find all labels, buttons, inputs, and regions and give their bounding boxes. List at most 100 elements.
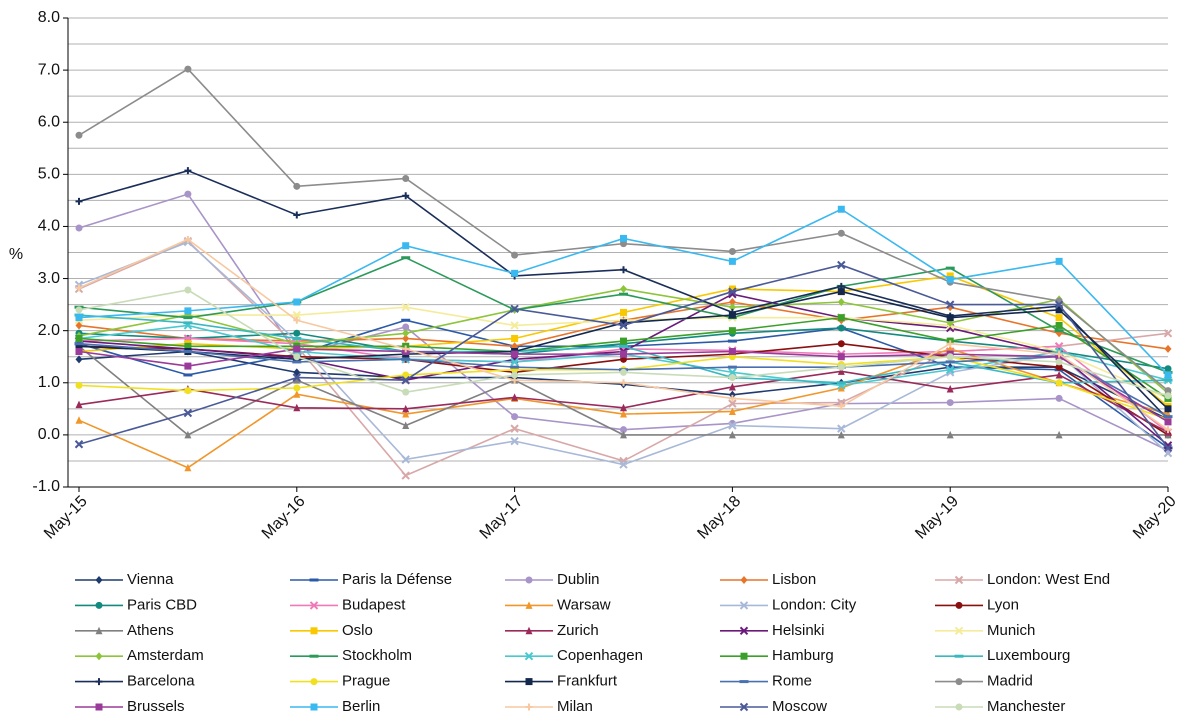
marker: [740, 652, 748, 660]
marker: [293, 353, 301, 361]
marker: [510, 321, 519, 330]
marker: [620, 430, 627, 439]
legend-item: Athens: [75, 622, 174, 639]
marker: [1055, 430, 1063, 439]
legend-label: Manchester: [987, 698, 1065, 715]
y-axis-label: %: [9, 246, 23, 263]
marker: [402, 175, 410, 183]
legend-label: Lisbon: [772, 571, 816, 588]
marker: [184, 387, 192, 395]
marker: [1164, 426, 1172, 434]
marker: [184, 463, 192, 472]
legend-label: Lyon: [987, 596, 1019, 613]
marker: [728, 303, 736, 312]
marker: [1055, 370, 1063, 379]
legend-label: Rome: [772, 673, 812, 690]
marker: [293, 298, 301, 306]
marker: [75, 224, 83, 232]
marker: [946, 430, 954, 439]
marker: [75, 416, 83, 424]
x-tick-label: May-19: [912, 493, 962, 543]
marker: [293, 345, 301, 353]
marker: [511, 393, 519, 401]
legend-item: Brussels: [75, 698, 185, 715]
legend-item: Warsaw: [505, 596, 611, 613]
marker: [620, 403, 627, 412]
marker: [1055, 358, 1063, 366]
marker: [95, 678, 103, 686]
marker: [728, 298, 736, 307]
marker: [837, 324, 845, 332]
marker: [728, 368, 737, 377]
marker: [293, 384, 301, 392]
legend-item: Stockholm: [290, 647, 412, 664]
marker: [619, 321, 628, 330]
marker: [525, 678, 533, 686]
legend-item: Dublin: [505, 571, 600, 588]
marker: [955, 601, 963, 609]
marker: [1055, 314, 1063, 322]
legend-item: Berlin: [290, 698, 380, 715]
marker: [402, 345, 410, 353]
marker: [837, 430, 845, 439]
y-tick-label: -1.0: [32, 478, 60, 495]
y-tick-label: 1.0: [38, 374, 60, 391]
marker: [75, 400, 83, 409]
legend-label: Dublin: [557, 571, 600, 588]
x-tick-label: May-18: [694, 493, 744, 543]
marker: [183, 408, 193, 418]
marker: [837, 383, 845, 392]
marker: [402, 323, 410, 331]
marker: [739, 626, 749, 636]
marker: [525, 703, 533, 711]
marker: [293, 211, 301, 219]
marker: [510, 424, 519, 433]
marker: [95, 576, 103, 584]
marker: [945, 365, 955, 374]
marker: [293, 316, 301, 324]
marker: [184, 286, 192, 294]
marker: [1055, 257, 1063, 265]
legend-item: Lisbon: [720, 571, 816, 588]
marker: [184, 342, 192, 350]
marker: [75, 314, 83, 322]
marker: [75, 342, 83, 350]
marker: [75, 197, 83, 205]
marker: [510, 357, 519, 367]
marker: [293, 376, 301, 384]
marker: [837, 363, 845, 371]
legend-label: Frankfurt: [557, 673, 618, 690]
legend-item: Paris la Défense: [290, 571, 452, 588]
marker: [511, 350, 519, 358]
marker: [620, 266, 627, 274]
marker: [620, 426, 627, 434]
marker: [1055, 306, 1063, 314]
marker: [75, 381, 83, 389]
legend-label: Vienna: [127, 571, 174, 588]
marker: [954, 626, 964, 636]
marker: [402, 410, 410, 418]
legend-item: Amsterdam: [75, 647, 204, 664]
marker: [401, 375, 410, 385]
marker: [310, 703, 318, 711]
marker: [310, 627, 318, 635]
legend-label: Budapest: [342, 596, 406, 613]
legend-label: Helsinki: [772, 622, 825, 639]
legend-item: Vienna: [75, 571, 174, 588]
legend-item: Lyon: [935, 596, 1019, 613]
marker: [184, 190, 192, 198]
marker: [511, 413, 519, 421]
marker: [837, 229, 845, 237]
legend-label: Amsterdam: [127, 647, 204, 664]
marker: [95, 626, 103, 635]
marker: [511, 251, 519, 259]
marker: [946, 276, 954, 284]
marker: [946, 385, 954, 393]
marker: [310, 678, 318, 686]
legend-item: Moscow: [720, 698, 827, 715]
marker: [1164, 371, 1172, 379]
legend-label: Moscow: [772, 698, 827, 715]
marker: [1164, 344, 1172, 353]
marker: [184, 65, 192, 73]
